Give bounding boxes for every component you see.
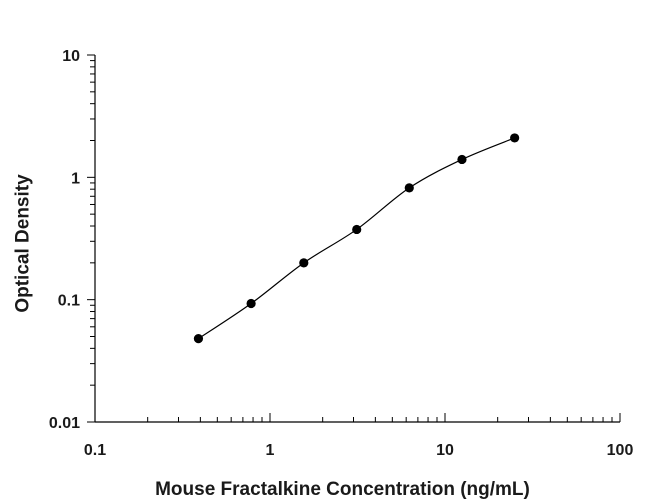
y-tick-label: 10 xyxy=(62,48,80,65)
y-axis-title: Optical Density xyxy=(13,174,34,313)
x-tick-label: 100 xyxy=(607,442,634,459)
axis-ticks xyxy=(87,54,621,423)
data-point xyxy=(510,133,520,143)
x-tick-label: 10 xyxy=(436,442,454,459)
axes xyxy=(94,55,620,423)
data-point xyxy=(246,298,256,309)
y-tick-label: 0.01 xyxy=(49,415,80,432)
x-tick-label: 1 xyxy=(266,442,275,459)
x-tick-label: 0.1 xyxy=(84,442,106,459)
x-axis-title: Mouse Fractalkine Concentration (ng/mL) xyxy=(155,479,530,500)
fit-curve xyxy=(198,137,515,340)
data-point xyxy=(299,258,309,268)
y-tick-label: 0.1 xyxy=(58,293,80,310)
data-point xyxy=(404,183,414,193)
data-point xyxy=(352,224,362,235)
y-tick-label: 1 xyxy=(71,170,80,187)
data-point xyxy=(193,334,204,344)
data-points xyxy=(193,133,520,344)
data-point xyxy=(457,154,467,165)
